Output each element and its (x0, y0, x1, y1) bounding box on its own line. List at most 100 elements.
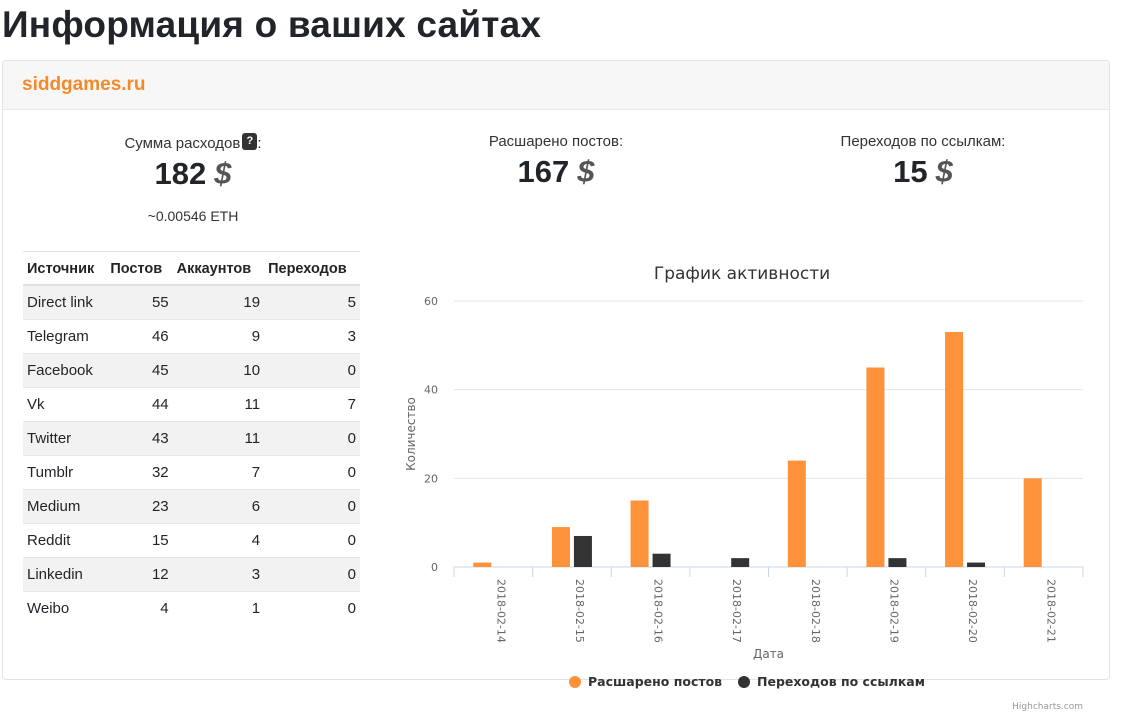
table-row: Reddit 15 4 0 (23, 523, 360, 558)
cell-accounts: 11 (172, 421, 265, 456)
cell-accounts: 11 (172, 387, 265, 422)
bar-clicks (652, 553, 671, 567)
cell-clicks: 0 (264, 455, 360, 490)
cell-clicks: 0 (264, 353, 360, 388)
expenses-label-colon: : (257, 135, 262, 152)
cell-accounts: 7 (172, 455, 265, 490)
cell-accounts: 3 (172, 557, 265, 592)
table-row: Medium 23 6 0 (23, 489, 360, 524)
col-source-header: Источник (23, 251, 107, 286)
cell-accounts: 10 (172, 353, 265, 388)
cell-posts: 15 (106, 523, 173, 558)
cell-clicks: 0 (264, 489, 360, 524)
bar-posts (551, 527, 570, 567)
x-tick-label: 2018-02-21 (1045, 579, 1058, 643)
expenses-label: Сумма расходов (124, 135, 241, 152)
expenses-value: 182 (154, 156, 207, 191)
bar-posts (866, 367, 885, 567)
posts-label: Расшарено постов: (488, 133, 624, 150)
cell-source: Linkedin (23, 557, 107, 592)
cell-posts: 43 (106, 421, 173, 456)
cell-clicks: 7 (264, 387, 360, 422)
bar-posts (787, 460, 806, 567)
highcharts-credits: Highcharts.com (1012, 702, 1083, 712)
posts-value: 167 (517, 154, 570, 189)
cell-source: Direct link (23, 284, 107, 320)
cell-accounts: 9 (172, 319, 265, 354)
bar-posts (1023, 478, 1042, 567)
cell-source: Facebook (23, 353, 107, 388)
cell-clicks: 0 (264, 421, 360, 456)
expenses-eth: ~0.00546 ETH (147, 208, 239, 224)
site-link[interactable]: siddgames.ru (22, 74, 146, 95)
cell-source: Telegram (23, 319, 107, 354)
chart-title: График активности (654, 264, 830, 284)
x-tick-label: 2018-02-15 (573, 579, 586, 643)
activity-chart: График активности 0 20 40 60 Количество 2018-0… (393, 254, 1093, 714)
table-row: Linkedin 12 3 0 (23, 557, 360, 592)
col-accounts-header: Аккаунтов (172, 251, 265, 286)
table-row: Twitter 43 11 0 (23, 421, 360, 456)
bar-clicks (573, 535, 592, 567)
cell-clicks: 3 (264, 319, 360, 354)
cell-accounts: 4 (172, 523, 265, 558)
dollar-icon: $ (214, 156, 232, 191)
legend-label-clicks: Переходов по ссылкам (757, 674, 925, 689)
cell-accounts: 1 (172, 591, 265, 625)
cell-clicks: 5 (264, 284, 360, 320)
cell-source: Vk (23, 387, 107, 422)
page-title: Информация о ваших сайтах (2, 4, 542, 45)
cell-clicks: 0 (264, 591, 360, 625)
table-row: Tumblr 32 7 0 (23, 455, 360, 490)
x-axis-label: Дата (753, 647, 784, 661)
col-clicks-header: Переходов (264, 251, 360, 286)
help-icon[interactable]: ? (242, 133, 258, 150)
cell-posts: 32 (106, 455, 173, 490)
x-tick-label: 2018-02-19 (887, 579, 900, 643)
clicks-value: 15 (893, 154, 928, 189)
bar-posts (945, 332, 964, 567)
legend-label-posts: Расшарено постов (588, 674, 722, 689)
col-posts-header: Постов (106, 251, 173, 286)
y-tick-label: 60 (424, 295, 438, 308)
cell-posts: 46 (106, 319, 173, 354)
legend-marker-posts (569, 676, 581, 688)
cell-posts: 12 (106, 557, 173, 592)
dollar-icon: $ (935, 154, 953, 189)
table-row: Weibo 4 1 0 (23, 591, 360, 625)
bar-clicks (888, 558, 907, 567)
cell-clicks: 0 (264, 523, 360, 558)
activity-chart-svg: График активности 0 20 40 60 Количество 2018-0… (404, 264, 1084, 712)
bar-posts (630, 500, 649, 567)
cell-source: Weibo (23, 591, 107, 625)
cell-posts: 45 (106, 353, 173, 388)
site-card: siddgames.ru Сумма расходов?: 182 $ ~0.0… (2, 60, 1110, 712)
x-tick-label: 2018-02-20 (966, 579, 979, 643)
sources-table-body: Direct link 55 19 5 Telegram 46 9 3 Facebook 45 10… (23, 284, 360, 625)
cell-accounts: 19 (172, 284, 265, 320)
x-tick-label: 2018-02-16 (652, 579, 665, 643)
cell-source: Reddit (23, 523, 107, 558)
cell-posts: 55 (106, 284, 173, 320)
y-tick-label: 40 (424, 384, 438, 397)
x-tick-label: 2018-02-18 (809, 579, 822, 643)
dollar-icon: $ (577, 154, 595, 189)
cell-clicks: 0 (264, 557, 360, 592)
bar-posts (473, 562, 492, 567)
table-row: Vk 44 11 7 (23, 387, 360, 422)
legend-marker-clicks (738, 676, 750, 688)
table-row: Telegram 46 9 3 (23, 319, 360, 354)
bar-clicks (967, 562, 986, 567)
cell-posts: 44 (106, 387, 173, 422)
table-row: Facebook 45 10 0 (23, 353, 360, 388)
x-tick-label: 2018-02-14 (494, 579, 507, 643)
clicks-label: Переходов по ссылкам: (840, 133, 1006, 150)
x-tick-label: 2018-02-17 (730, 579, 743, 643)
posts-stat: Расшарено постов: 167 $ (446, 133, 666, 190)
expenses-stat: Сумма расходов?: 182 $ ~0.00546 ETH (83, 133, 303, 224)
table-header-row: Источник Постов Аккаунтов Переходов (23, 251, 360, 286)
table-row: Direct link 55 19 5 (23, 284, 360, 320)
cell-source: Medium (23, 489, 107, 524)
y-tick-label: 0 (431, 561, 438, 574)
cell-posts: 23 (106, 489, 173, 524)
